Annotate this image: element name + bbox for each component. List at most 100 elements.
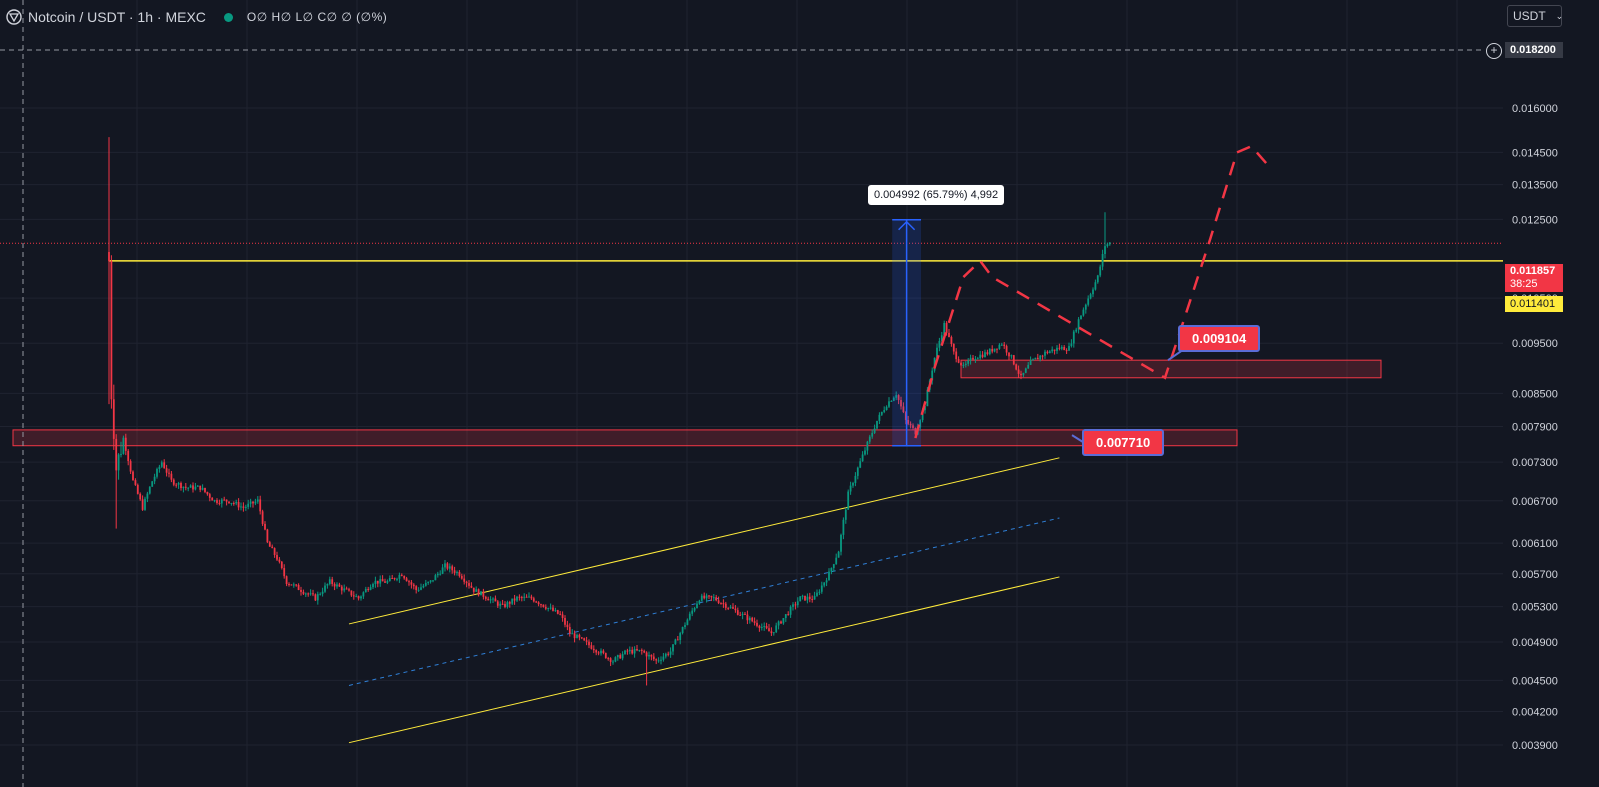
candle-body: [938, 340, 941, 348]
candle-body: [962, 365, 965, 367]
candle-body: [974, 359, 977, 361]
candle-body: [247, 503, 250, 507]
candle-body: [1084, 304, 1087, 310]
candle-body: [914, 427, 917, 435]
candle-body: [1051, 349, 1054, 352]
candle-body: [273, 548, 276, 555]
candle-body: [957, 359, 960, 363]
candle-body: [931, 370, 934, 381]
candle-body: [830, 568, 833, 572]
candle-body: [268, 542, 271, 547]
candle-body: [679, 633, 682, 641]
candle-body: [1008, 352, 1010, 357]
candle-body: [302, 591, 305, 594]
candle-body: [496, 601, 499, 606]
last-price-tag: 0.011857 38:25: [1505, 264, 1563, 292]
candle-body: [132, 471, 134, 481]
last-price-value: 0.011857: [1510, 265, 1556, 277]
candle-body: [720, 603, 722, 605]
candle-body: [940, 335, 943, 341]
candle-body: [1099, 266, 1102, 276]
candle-body: [460, 575, 463, 579]
candle-body: [878, 414, 881, 421]
candle-body: [638, 649, 641, 651]
channel-line-upper: [348, 457, 1060, 625]
candle-body: [357, 596, 360, 599]
callout-label-upper[interactable]: 0.009104: [1178, 325, 1261, 352]
candle-body: [475, 589, 478, 592]
price-axis-background: [1503, 0, 1599, 787]
candle-body: [424, 582, 427, 586]
candle-body: [482, 591, 485, 597]
candle-body: [199, 485, 202, 490]
candle-body: [741, 613, 744, 616]
candle-body: [254, 501, 257, 504]
candle-body: [813, 595, 816, 600]
candle-body: [871, 432, 874, 437]
candle-body: [616, 655, 619, 658]
candle-body: [734, 608, 737, 611]
candle-body: [585, 640, 588, 642]
candle-body: [984, 352, 986, 358]
symbol-title[interactable]: Notcoin / USDT · 1h · MEXC: [28, 9, 206, 25]
candle-body: [352, 595, 355, 597]
candle-body: [240, 506, 242, 508]
callout-label-lower[interactable]: 0.007710: [1082, 429, 1165, 456]
zone-rect-0: [12, 429, 1238, 447]
candle-body: [249, 501, 252, 504]
candle-body: [631, 649, 634, 654]
candle-body: [703, 595, 706, 599]
candle-body: [379, 579, 382, 584]
candle-body: [345, 588, 348, 590]
candle-body: [823, 582, 826, 586]
price-axis: 0.0160000.0145000.0135000.0125000.010500…: [1503, 0, 1599, 787]
candle-body: [271, 546, 274, 549]
notcoin-logo-icon: [6, 9, 22, 25]
currency-selector[interactable]: USDT ⌄: [1507, 5, 1563, 27]
price-tick-label: 0.009500: [1512, 338, 1558, 350]
candle-body: [448, 566, 451, 569]
price-tick-label: 0.006100: [1512, 538, 1558, 550]
candle-body: [532, 598, 535, 602]
candle-body: [458, 571, 461, 576]
price-tick-label: 0.004900: [1512, 637, 1558, 649]
candle-body: [156, 469, 158, 477]
candle-body: [698, 600, 701, 604]
candle-body: [220, 499, 223, 504]
candle-body: [108, 252, 110, 262]
candle-body: [408, 581, 410, 583]
candle-body: [544, 606, 547, 609]
candle-body: [177, 482, 180, 485]
candle-body: [1080, 315, 1082, 320]
candle-body: [633, 648, 636, 654]
candle-body: [717, 600, 720, 604]
candle-body: [964, 363, 967, 366]
candle-body: [900, 400, 902, 407]
candle-body: [172, 479, 175, 485]
candle-body: [477, 589, 480, 596]
candle-body: [151, 481, 154, 487]
candle-body: [1077, 319, 1080, 330]
candle-body: [252, 501, 254, 504]
candle-body: [988, 348, 991, 355]
candle-body: [1075, 329, 1078, 332]
candle-body: [1060, 346, 1063, 349]
candle-body: [415, 586, 418, 591]
candle-body: [722, 603, 725, 605]
candle-body: [936, 347, 938, 358]
add-alert-plus-icon[interactable]: +: [1486, 43, 1502, 59]
candle-body: [588, 641, 590, 646]
candle-body: [590, 645, 593, 649]
candle-body: [751, 617, 754, 622]
candle-body: [568, 627, 571, 634]
candle-body: [609, 658, 612, 662]
candle-body: [444, 563, 446, 568]
candle-body: [314, 594, 317, 601]
candle-body: [1022, 372, 1025, 376]
candle-body: [472, 587, 475, 592]
candle-body: [422, 585, 425, 588]
candle-body: [530, 596, 533, 599]
candle-body: [1024, 368, 1027, 373]
candle-body: [825, 580, 828, 583]
